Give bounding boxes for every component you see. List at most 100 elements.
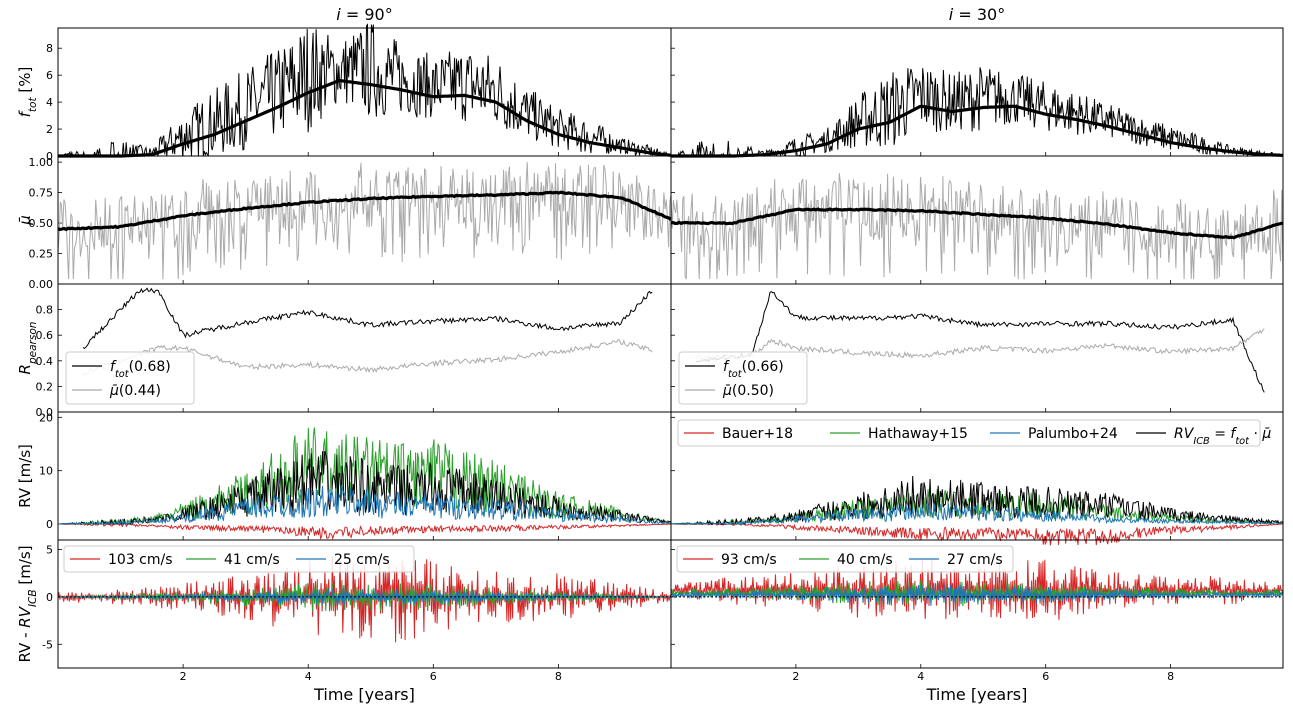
x-tick-label: 6 xyxy=(1042,670,1049,683)
residual-line-palumbo24 xyxy=(58,588,671,606)
legend-box xyxy=(65,351,195,405)
y-axis-label-part: f xyxy=(16,109,34,117)
rv-line-bauer18 xyxy=(671,523,1283,546)
legend-residual-palumbo-part: 25 cm/s xyxy=(334,552,390,568)
y-axis-label: RV - RVICB [m/s] xyxy=(16,545,39,662)
legend-box xyxy=(676,545,1014,573)
legend-mu-part: (0.50) xyxy=(732,383,774,399)
y-axis-label-part: RV [m/s] xyxy=(16,444,34,508)
y-tick-label: 0.50 xyxy=(29,217,54,230)
y-axis-label: Rpearson xyxy=(16,322,39,375)
y-axis-label-part: pearson xyxy=(27,322,39,365)
panel-frame xyxy=(57,155,672,285)
x-tick-label: 8 xyxy=(1167,670,1174,683)
legend-icb: RVICB = ftot · μ̄ xyxy=(1174,426,1271,447)
y-tick-label: 0.25 xyxy=(29,248,54,261)
y-axis-label: ftot [%] xyxy=(16,67,39,118)
legend-ftot-part: f xyxy=(110,359,117,375)
x-tick-label: 4 xyxy=(305,670,312,683)
legend-bauer: Bauer+18 xyxy=(722,426,793,442)
y-axis-label-part: tot xyxy=(27,97,39,113)
data-layer xyxy=(57,23,1284,643)
legend-residual-palumbo-part: 27 cm/s xyxy=(947,552,1003,568)
legend-box xyxy=(63,545,415,573)
y-axis-label-part: [m/s] xyxy=(16,545,34,589)
x-tick-label: 6 xyxy=(430,670,437,683)
y-tick-label: 5 xyxy=(46,543,53,556)
legend-hathaway: Hathaway+15 xyxy=(868,426,968,442)
y-axis-label-part: ICB xyxy=(27,589,39,607)
legend-box xyxy=(677,419,1261,447)
legend-palumbo-part: Palumbo+24 xyxy=(1028,426,1118,442)
y-tick-label: 4 xyxy=(46,96,53,109)
column-title-part: = 90° xyxy=(341,5,393,24)
y-tick-label: 0.75 xyxy=(29,187,54,200)
legend-ftot-part: (0.66) xyxy=(742,359,784,375)
legend-residual-hathaway-part: 40 cm/s xyxy=(837,552,893,568)
y-tick-label: 0.0 xyxy=(36,406,54,419)
legend-residual-bauer-part: 103 cm/s xyxy=(108,552,173,568)
x-axis-label: Time [years] xyxy=(926,685,1028,704)
rv-line-bauer18 xyxy=(58,523,671,541)
y-axis-label-part: [%] xyxy=(16,67,34,98)
rv-line-palumbo24 xyxy=(671,501,1284,526)
pearson-ftot-line xyxy=(695,290,1265,393)
legend-ftot-part: (0.68) xyxy=(129,359,171,375)
x-axis-label: Time [years] xyxy=(313,685,415,704)
y-tick-label: -5 xyxy=(42,638,53,651)
x-tick-label: 2 xyxy=(792,670,799,683)
rv-line-palumbo24 xyxy=(58,484,672,526)
ftot-smooth-line xyxy=(671,104,1283,158)
legend-residual-hathaway: 40 cm/s xyxy=(837,552,893,568)
ftot-smooth-line xyxy=(58,78,672,158)
legend-residual-bauer: 93 cm/s xyxy=(721,552,777,568)
y-tick-label: 10 xyxy=(39,465,53,478)
y-tick-label: 0 xyxy=(46,591,53,604)
column-title-part: i xyxy=(336,5,341,24)
panel-frame xyxy=(670,539,1284,669)
pearson-ftot-line xyxy=(82,287,653,350)
mu-smooth-line xyxy=(57,190,673,232)
legend-mu-part: μ̄ xyxy=(109,383,119,399)
y-axis-label-part: RV xyxy=(16,605,34,627)
legend-icb-part: μ̄ xyxy=(1261,426,1271,442)
ftot-raw-line xyxy=(57,23,672,158)
legend-residual-bauer-part: 93 cm/s xyxy=(721,552,777,568)
legend-hathaway-part: Hathaway+15 xyxy=(868,426,968,442)
x-tick-label: 8 xyxy=(555,670,562,683)
y-tick-label: 0.2 xyxy=(36,380,54,393)
mu-raw-line xyxy=(670,173,1284,280)
legend-mu: μ̄(0.44) xyxy=(109,383,161,399)
y-axis-label-part: RV - xyxy=(16,628,34,663)
y-axis-label: μ̄ xyxy=(16,215,34,226)
text-layer: 2 4 6 8 2 4 6 8 0 2 4 6 8 0.00 0.25 0.50 0.75 1.00 0.0 0.2 0… xyxy=(16,5,1284,704)
legend-icb-part: tot xyxy=(1235,436,1250,447)
y-axis-label: RV [m/s] xyxy=(16,444,34,508)
legend-ftot-part: tot xyxy=(115,369,130,380)
column-title-part: i xyxy=(949,5,954,24)
legend-residual-palumbo: 27 cm/s xyxy=(947,552,1003,568)
legend-ftot: ftot(0.68) xyxy=(110,359,171,380)
pearson-mu-line xyxy=(82,339,653,376)
legend-ftot: ftot(0.66) xyxy=(723,359,784,380)
mu-raw-line xyxy=(57,162,672,280)
y-axis-label-part: μ̄ xyxy=(16,215,34,226)
column-title: i = 30° xyxy=(949,5,1005,24)
legend-palumbo: Palumbo+24 xyxy=(1028,426,1118,442)
y-tick-label: 0 xyxy=(46,518,53,531)
y-tick-label: 0.00 xyxy=(29,278,54,291)
legend-residual-bauer: 103 cm/s xyxy=(108,552,173,568)
x-tick-label: 4 xyxy=(917,670,924,683)
legend-icb-part: f xyxy=(1230,426,1237,442)
legend-icb-part: = xyxy=(1210,426,1231,442)
pearson-mu-line xyxy=(695,328,1265,362)
y-axis-label-part: R xyxy=(16,364,34,374)
legend-icb-part: RV xyxy=(1174,426,1195,442)
x-tick-label: 2 xyxy=(180,670,187,683)
mu-smooth-line xyxy=(670,207,1284,240)
rv-line-rvicb xyxy=(58,450,672,526)
legend-bauer-part: Bauer+18 xyxy=(722,426,793,442)
legend-residual-palumbo: 25 cm/s xyxy=(334,552,390,568)
y-tick-label: 6 xyxy=(46,69,53,82)
